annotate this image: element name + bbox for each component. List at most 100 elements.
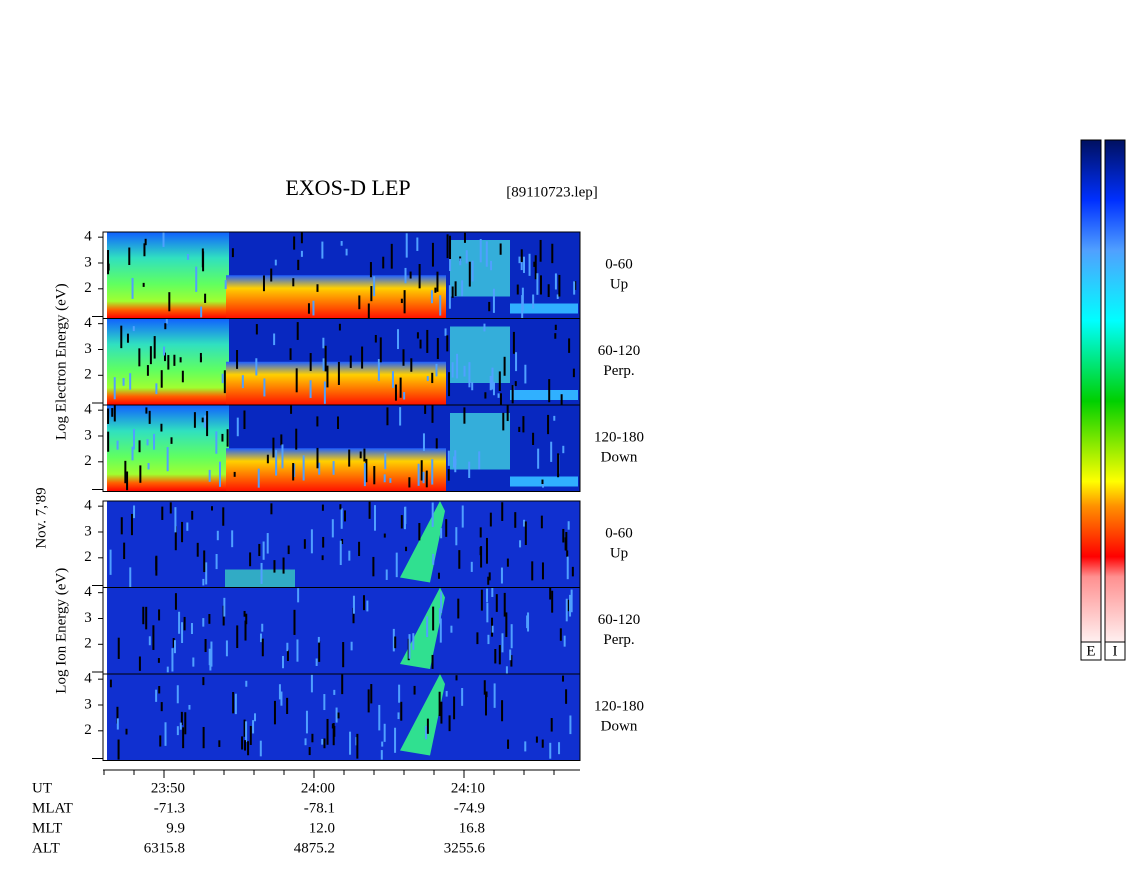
spectrogram-streak [454,281,457,297]
spectrogram-streak [456,353,459,379]
spectrogram-streak [337,416,340,429]
spectrogram-streak [123,542,126,560]
spectrogram-streak [166,666,169,673]
spectrogram-streak [321,555,324,561]
spectrogram-streak [305,710,308,734]
spectrogram-streak [483,680,486,695]
spectrogram-streak [524,741,527,752]
spectrogram-streak [439,295,442,316]
spectrogram-streak [201,417,204,423]
spectrogram-streak [562,528,565,543]
spectrogram-streak [463,365,466,377]
spectrogram-streak [512,331,515,354]
spectrogram-streak [450,625,453,633]
colorbar-label-box [1104,641,1126,661]
spectrogram-streak [165,318,168,324]
spectrogram-streak [522,256,525,273]
spectrogram-streak [161,506,164,520]
spectrogram-streak [233,471,236,477]
spectrogram-streak [404,267,407,284]
spectrogram-streak [514,381,517,387]
spectrogram-streak [448,372,451,397]
spectrogram-streak [520,249,523,263]
spectrogram-streak [245,721,248,743]
spectrogram-streak [218,461,221,487]
spectrogram-streak [321,504,324,511]
spectrogram-streak [245,613,248,625]
y-tick-label: 4 [84,402,92,418]
spectrogram-streak [413,685,416,695]
spectrogram-streak [208,614,211,624]
spectrogram-streak [541,479,544,485]
spectrogram-streak [446,335,449,352]
spectrogram-streak [204,415,207,428]
direction-label: Up [610,545,628,561]
orbit-value: 24:00 [301,780,335,796]
spectrogram-streak [491,587,494,597]
spectrogram-streak [476,632,479,645]
spectrogram-streak [202,618,205,627]
spectrogram-streak [418,264,421,289]
file-name: [89110723.lep] [506,184,598,200]
spectrogram-streak [302,455,305,481]
spectrogram-streak [131,446,134,461]
spectrogram-streak [263,378,266,397]
spectrogram-streak [574,281,577,290]
spectrogram-streak [352,607,355,624]
spectrogram-streak [556,294,559,299]
spectrogram-streak [565,532,568,551]
spectrogram-streak [566,550,569,557]
orbit-value: -71.3 [154,800,185,816]
spectrogram-streak [348,550,351,561]
spectrogram-streak [541,483,544,488]
spectrogram-streak [281,444,284,469]
spectrogram-streak [312,300,315,316]
spectrogram-streak [293,463,296,477]
spectrogram-streak [447,469,450,481]
orbit-value: 12.0 [309,820,335,836]
spectrogram-streak [163,346,166,356]
spectrogram-streak [234,693,237,715]
spectrogram-streak [116,718,119,730]
spectrogram-streak [534,255,537,280]
spectrogram-streak [128,247,131,266]
spectrogram-streak [551,590,554,613]
spectrogram-streak [236,417,239,437]
spectrogram-streak [133,428,136,450]
y-tick-label: 2 [84,549,92,565]
spectrogram-region [450,326,510,383]
spectrogram-streak [359,451,362,459]
spectrogram-streak [366,600,369,612]
spectrogram-streak [286,697,289,715]
spectrogram-streak [434,287,437,293]
spectrogram-streak [261,638,264,657]
spectrogram-streak [309,380,312,398]
spectrogram-streak [550,441,553,462]
spectrogram-streak [537,448,540,469]
spectrogram-streak [486,588,489,603]
spectrogram-streak [160,370,163,388]
spectrogram-streak [209,662,212,671]
spectrogram-streak [192,657,195,667]
spectrogram-streak [153,336,156,359]
spectrogram-streak [200,306,203,318]
spectrogram-streak [492,288,495,313]
spectrogram-streak [541,562,544,580]
spectrogram-streak [292,278,295,287]
spectrogram-streak [436,337,439,359]
spectrogram-streak [405,546,408,552]
spectrogram-streak [282,557,285,574]
spectrogram-streak [528,253,531,276]
spectrogram-streak [571,566,574,577]
spectrogram-streak [432,553,435,565]
spectrogram-streak [132,326,135,332]
spectrogram-streak [374,334,377,343]
y-tick-label: 3 [84,341,92,357]
direction-label: Perp. [603,363,634,379]
spectrogram-streak [223,370,226,394]
spectrogram-streak [541,739,544,748]
spectrogram-streak [361,346,364,369]
spectrogram-streak [181,370,184,383]
spectrogram-streak [206,411,209,437]
